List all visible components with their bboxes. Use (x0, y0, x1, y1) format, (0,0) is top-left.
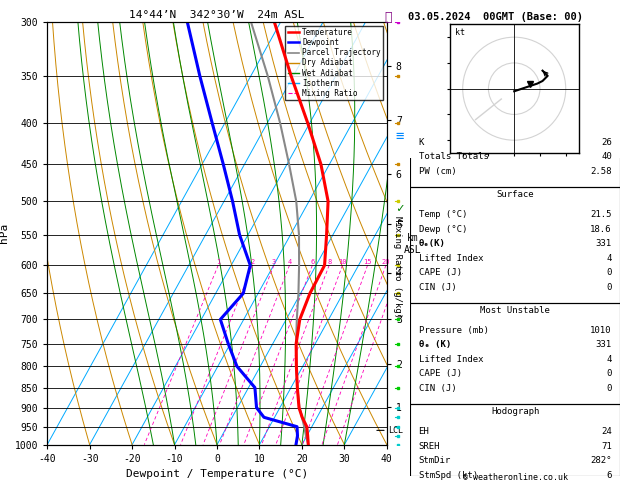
Text: Temp (°C): Temp (°C) (418, 210, 467, 219)
Bar (410, 129, 620, 187)
Text: 0: 0 (606, 268, 612, 277)
Text: 40: 40 (601, 152, 612, 161)
Text: © weatheronline.co.uk: © weatheronline.co.uk (464, 473, 568, 482)
Text: PW (cm): PW (cm) (418, 167, 456, 176)
Text: 6: 6 (310, 260, 314, 265)
Text: LCL: LCL (387, 426, 403, 435)
Text: EH: EH (418, 427, 429, 436)
Bar (410, 187, 620, 303)
Y-axis label: hPa: hPa (0, 223, 9, 243)
Text: 24: 24 (601, 427, 612, 436)
Text: kt: kt (455, 28, 465, 36)
Text: CIN (J): CIN (J) (418, 282, 456, 292)
Text: ✓: ✓ (396, 203, 404, 215)
Text: 331: 331 (596, 340, 612, 349)
Text: 0: 0 (606, 384, 612, 393)
Text: 10: 10 (338, 260, 347, 265)
Text: 0: 0 (606, 369, 612, 378)
Text: 71: 71 (601, 442, 612, 451)
Y-axis label: km
ASL: km ASL (404, 233, 421, 255)
Text: 21.5: 21.5 (590, 210, 612, 219)
Text: 1: 1 (216, 260, 220, 265)
Bar (410, 404, 620, 476)
Text: 1010: 1010 (590, 326, 612, 335)
Text: ⟰: ⟰ (384, 11, 392, 23)
Text: 20: 20 (382, 260, 390, 265)
Text: K: K (418, 138, 424, 147)
Text: 8: 8 (327, 260, 331, 265)
Text: Lifted Index: Lifted Index (418, 254, 483, 262)
X-axis label: Dewpoint / Temperature (°C): Dewpoint / Temperature (°C) (126, 469, 308, 479)
Text: 6: 6 (606, 470, 612, 480)
Legend: Temperature, Dewpoint, Parcel Trajectory, Dry Adiabat, Wet Adiabat, Isotherm, Mi: Temperature, Dewpoint, Parcel Trajectory… (286, 26, 383, 100)
Text: 18.6: 18.6 (590, 225, 612, 234)
Text: Hodograph: Hodograph (491, 407, 539, 416)
Text: Mixing Ratio (g/kg): Mixing Ratio (g/kg) (393, 216, 402, 318)
Text: 0: 0 (606, 282, 612, 292)
Text: Most Unstable: Most Unstable (480, 306, 550, 315)
Text: 2.58: 2.58 (590, 167, 612, 176)
Text: SREH: SREH (418, 442, 440, 451)
Text: CAPE (J): CAPE (J) (418, 268, 462, 277)
Text: ≡: ≡ (396, 129, 404, 143)
Text: StmSpd (kt): StmSpd (kt) (418, 470, 477, 480)
Text: StmDir: StmDir (418, 456, 451, 465)
Text: 4: 4 (606, 254, 612, 262)
Title: 14°44’N  342°30’W  24m ASL: 14°44’N 342°30’W 24m ASL (129, 10, 305, 20)
Text: 3: 3 (272, 260, 276, 265)
Text: Dewp (°C): Dewp (°C) (418, 225, 467, 234)
Text: Surface: Surface (496, 190, 534, 199)
Bar (410, 303, 620, 404)
Text: CAPE (J): CAPE (J) (418, 369, 462, 378)
Text: 15: 15 (364, 260, 372, 265)
Text: 2: 2 (250, 260, 255, 265)
Text: CIN (J): CIN (J) (418, 384, 456, 393)
Text: θₑ (K): θₑ (K) (418, 340, 451, 349)
Text: Pressure (mb): Pressure (mb) (418, 326, 488, 335)
Text: 4: 4 (287, 260, 292, 265)
Text: Lifted Index: Lifted Index (418, 355, 483, 364)
Text: Totals Totals: Totals Totals (418, 152, 488, 161)
Text: 26: 26 (601, 138, 612, 147)
Text: 282°: 282° (590, 456, 612, 465)
Text: 03.05.2024  00GMT (Base: 00): 03.05.2024 00GMT (Base: 00) (408, 12, 582, 22)
Text: 4: 4 (606, 355, 612, 364)
Text: θₑ(K): θₑ(K) (418, 239, 445, 248)
Text: 331: 331 (596, 239, 612, 248)
